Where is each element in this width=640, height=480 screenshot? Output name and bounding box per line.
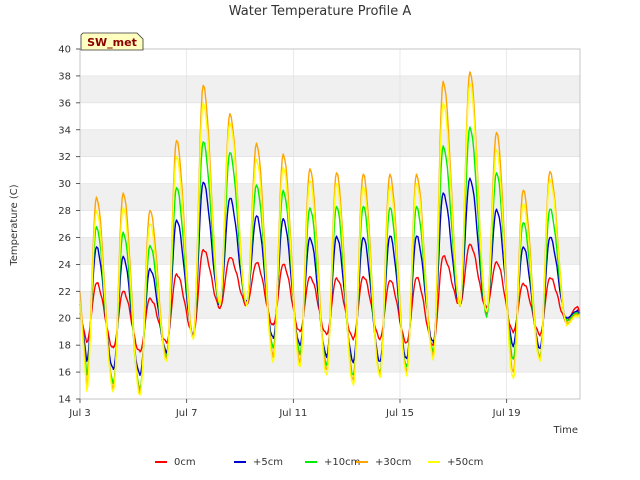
site-label: SW_met: [87, 36, 137, 49]
grid-band: [80, 237, 580, 265]
y-axis-label: Temperature (C): [9, 184, 20, 266]
legend-label: +10cm: [324, 457, 360, 468]
y-tick-label: 30: [58, 179, 71, 190]
y-tick-label: 22: [58, 287, 71, 298]
x-axis-label: Time: [553, 425, 578, 436]
legend-label: 0cm: [174, 457, 196, 468]
grid-band: [80, 345, 580, 373]
y-tick-label: 20: [58, 314, 71, 325]
y-axis: 14 16 18 20 22 24 26 28 30 32 34 36 38 40: [58, 45, 80, 406]
grid-band: [80, 129, 580, 157]
legend: 0cm +5cm +10cm +30cm +50cm: [155, 457, 483, 468]
x-tick-label: Jul 15: [385, 408, 414, 419]
grid-band: [80, 75, 580, 103]
y-tick-label: 26: [58, 233, 71, 244]
x-tick-label: Jul 11: [278, 408, 307, 419]
site-label-box: SW_met: [80, 32, 144, 51]
grid-band: [80, 183, 580, 211]
legend-label: +50cm: [447, 457, 483, 468]
chart-title: Water Temperature Profile A: [229, 4, 412, 19]
x-axis: Jul 3 Jul 7 Jul 11 Jul 15 Jul 19: [68, 399, 521, 419]
plot-frame: [79, 48, 581, 400]
y-tick-label: 16: [58, 368, 71, 379]
y-tick-label: 38: [58, 71, 71, 82]
y-tick-label: 32: [58, 152, 71, 163]
y-tick-label: 28: [58, 206, 71, 217]
series-line-plus-50cm: [79, 83, 581, 396]
plot-border: [79, 48, 581, 400]
x-tick-label: Jul 19: [492, 408, 521, 419]
y-tick-label: 36: [58, 98, 71, 109]
x-tick-label: Jul 3: [68, 408, 91, 419]
plot-background: [79, 48, 580, 400]
y-tick-label: 40: [58, 45, 71, 56]
y-tick-label: 18: [58, 341, 71, 352]
x-tick-label: Jul 7: [175, 408, 198, 419]
legend-label: +5cm: [253, 457, 283, 468]
y-tick-label: 24: [58, 260, 71, 271]
site-label-background: [80, 32, 144, 51]
series-lines: [79, 71, 581, 396]
y-tick-label: 14: [58, 395, 71, 406]
y-tick-label: 34: [58, 125, 71, 136]
legend-label: +30cm: [375, 457, 411, 468]
